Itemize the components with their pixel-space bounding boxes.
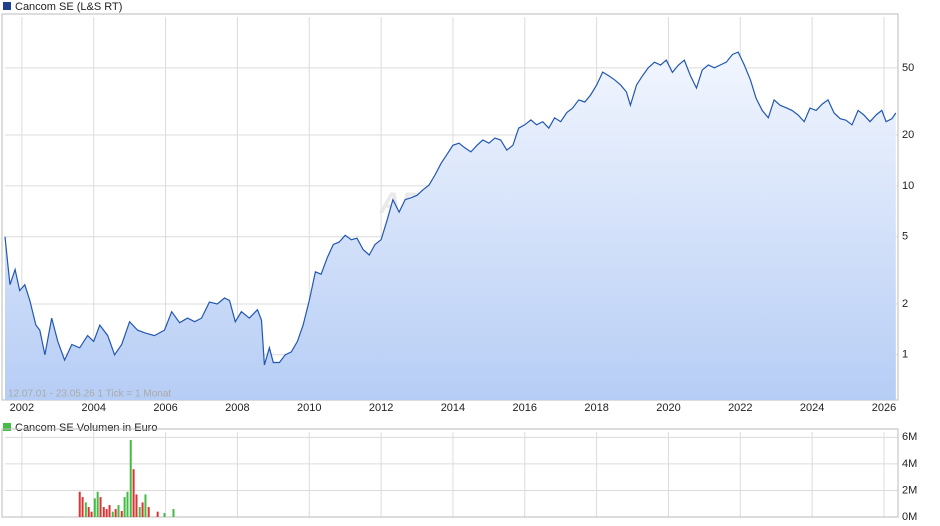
x-tick-label: 2002	[10, 402, 34, 414]
volume-bar	[132, 469, 135, 517]
y-tick-label: 10	[902, 180, 914, 192]
volume-bar	[78, 491, 81, 517]
volume-bar	[126, 491, 129, 517]
line	[4, 51, 897, 366]
volume-bar	[172, 509, 175, 517]
volume-bar	[99, 497, 102, 517]
volume-bar	[114, 509, 117, 517]
y-tick-label: 6M	[902, 431, 917, 443]
x-tick-label: 2006	[153, 402, 177, 414]
x-tick-label: 2008	[225, 402, 249, 414]
y-tick-label: 2	[902, 298, 908, 310]
x-tick-label: 2020	[656, 402, 680, 414]
y-tick-label: 0M	[902, 511, 917, 523]
y-tick-label: 20	[902, 129, 914, 141]
volume-bar	[96, 491, 99, 517]
volume-bar	[123, 497, 126, 517]
y-tick-label: 4M	[902, 458, 917, 470]
volume-bar	[135, 494, 138, 517]
x-tick-label: 2004	[81, 402, 105, 414]
volume-bar	[138, 507, 141, 517]
x-tick-label: 2016	[513, 402, 537, 414]
legend-swatch	[3, 2, 11, 10]
volume-bar	[90, 511, 93, 517]
volume-bar	[120, 511, 123, 517]
volume-bar	[117, 505, 120, 517]
volume-bar	[93, 498, 96, 517]
volume-bar	[111, 511, 114, 517]
x-tick-label: 2026	[872, 402, 896, 414]
x-tick-label: 2012	[369, 402, 393, 414]
y-tick-label: 5	[902, 231, 908, 243]
plot-frame	[1, 428, 899, 518]
area	[5, 52, 896, 400]
x-tick-label: 2024	[800, 402, 824, 414]
y-tick-label: 1	[902, 349, 908, 361]
volume-bar	[105, 509, 108, 517]
volume-bar	[84, 502, 87, 517]
volume-bar	[87, 507, 90, 517]
x-tick-label: 2022	[728, 402, 752, 414]
volume-bar	[144, 494, 147, 517]
x-tick-label: 2018	[584, 402, 608, 414]
legend-swatch	[3, 423, 11, 431]
volume-bar	[102, 507, 105, 517]
legend-label: Cancom SE (L&S RT)	[15, 1, 122, 13]
volume-bar	[141, 502, 144, 517]
annotation: 12.07.01 - 23.05.26 1 Tick = 1 Monat	[8, 389, 171, 400]
y-tick-label: 50	[902, 62, 914, 74]
volume-bar	[81, 497, 84, 517]
volume-bar	[156, 511, 159, 517]
legend-label: Cancom SE Volumen in Euro	[15, 422, 157, 434]
volume-bar	[129, 439, 132, 517]
volume-bar	[163, 513, 166, 517]
x-tick-label: 2014	[441, 402, 465, 414]
x-tick-label: 2010	[297, 402, 321, 414]
y-tick-label: 2M	[902, 484, 917, 496]
volume-bar	[108, 505, 111, 517]
volume-bar	[147, 507, 150, 517]
